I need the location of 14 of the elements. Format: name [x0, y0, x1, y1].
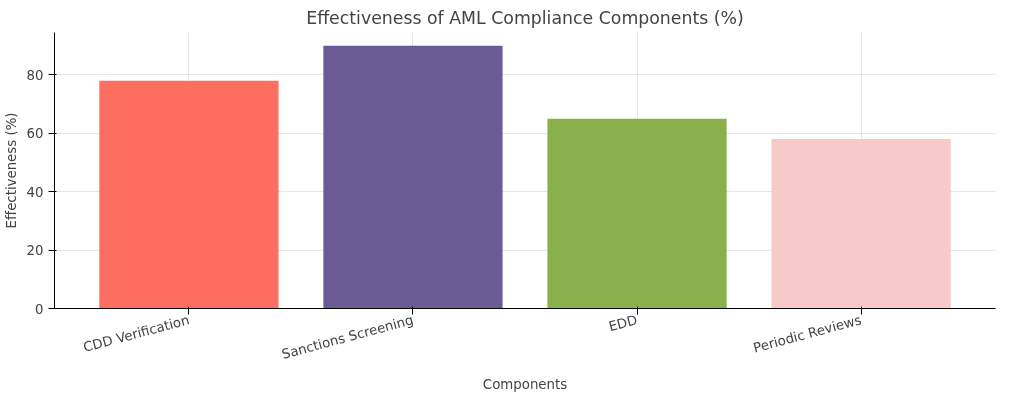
y-tick-label: 60	[26, 126, 44, 142]
bar	[99, 80, 279, 309]
x-axis-title: Components	[482, 377, 568, 393]
y-axis-title: Effectiveness (%)	[3, 112, 19, 229]
bar	[323, 45, 503, 309]
y-tick-label: 40	[26, 184, 44, 200]
y-tick-label: 80	[26, 67, 44, 83]
x-tick-label: EDD	[607, 312, 639, 335]
chart-title: Effectiveness of AML Compliance Components (%)	[306, 7, 744, 28]
x-tick-label: Periodic Reviews	[751, 312, 864, 356]
y-tick-label: 20	[26, 243, 44, 259]
y-tick-label: 0	[35, 301, 44, 317]
bar	[771, 139, 951, 309]
bar	[547, 118, 727, 309]
